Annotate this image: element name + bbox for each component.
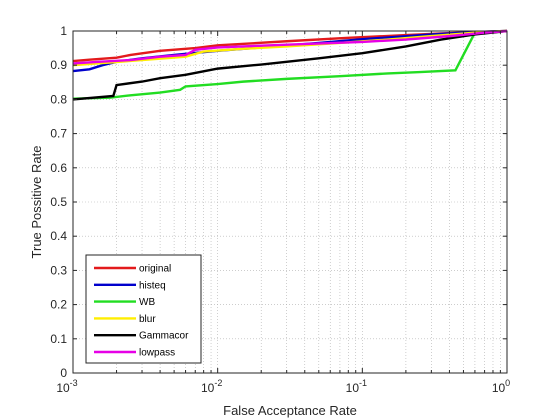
legend-label: lowpass — [139, 348, 175, 359]
x-tick-label-base: 10 — [346, 381, 360, 395]
y-tick-label: 0 — [60, 366, 67, 380]
y-tick-label: 1 — [60, 24, 67, 38]
series-line-blur — [72, 29, 508, 67]
legend-label: histeq — [139, 280, 166, 291]
legend-label: WB — [139, 297, 155, 308]
x-tick-label: 100 — [492, 378, 510, 395]
y-tick-label: 0.4 — [50, 229, 67, 243]
grid — [73, 31, 507, 373]
y-tick-label: 0.3 — [50, 263, 67, 277]
x-axis-label: False Acceptance Rate — [223, 403, 357, 418]
legend-label: blur — [139, 314, 156, 325]
legend-box — [85, 254, 202, 364]
x-tick-label: 10-1 — [346, 378, 367, 395]
y-tick-label: 0.2 — [50, 298, 67, 312]
x-tick-label-base: 10 — [56, 381, 70, 395]
x-tick-label-base: 10 — [492, 381, 506, 395]
x-tick-label: 10-3 — [56, 378, 77, 395]
x-tick-label-exponent: -3 — [70, 378, 78, 388]
x-tick-label-exponent: 0 — [505, 378, 510, 388]
legend-label: Gammacor — [139, 331, 189, 342]
x-tick-label-base: 10 — [201, 381, 215, 395]
legend-label: original — [139, 264, 171, 275]
series-line-gammacor — [72, 29, 508, 101]
y-axis-label: True Possitive Rate — [29, 146, 44, 259]
legend: original histeq WB blur Gammacor lowpass — [85, 254, 202, 364]
y-tick-label: 0.1 — [50, 332, 67, 346]
y-tick-label: 0.5 — [50, 195, 67, 209]
y-tick-label: 0.7 — [50, 127, 67, 141]
y-tick-label: 0.9 — [50, 58, 67, 72]
x-tick-label-exponent: -1 — [359, 378, 367, 388]
y-tick-label: 0.8 — [50, 92, 67, 106]
series-line-wb — [72, 29, 508, 100]
x-tick-label: 10-2 — [201, 378, 222, 395]
x-tick-label-exponent: -2 — [214, 378, 222, 388]
y-tick-label: 0.6 — [50, 161, 67, 175]
series-line-lowpass — [72, 29, 508, 65]
